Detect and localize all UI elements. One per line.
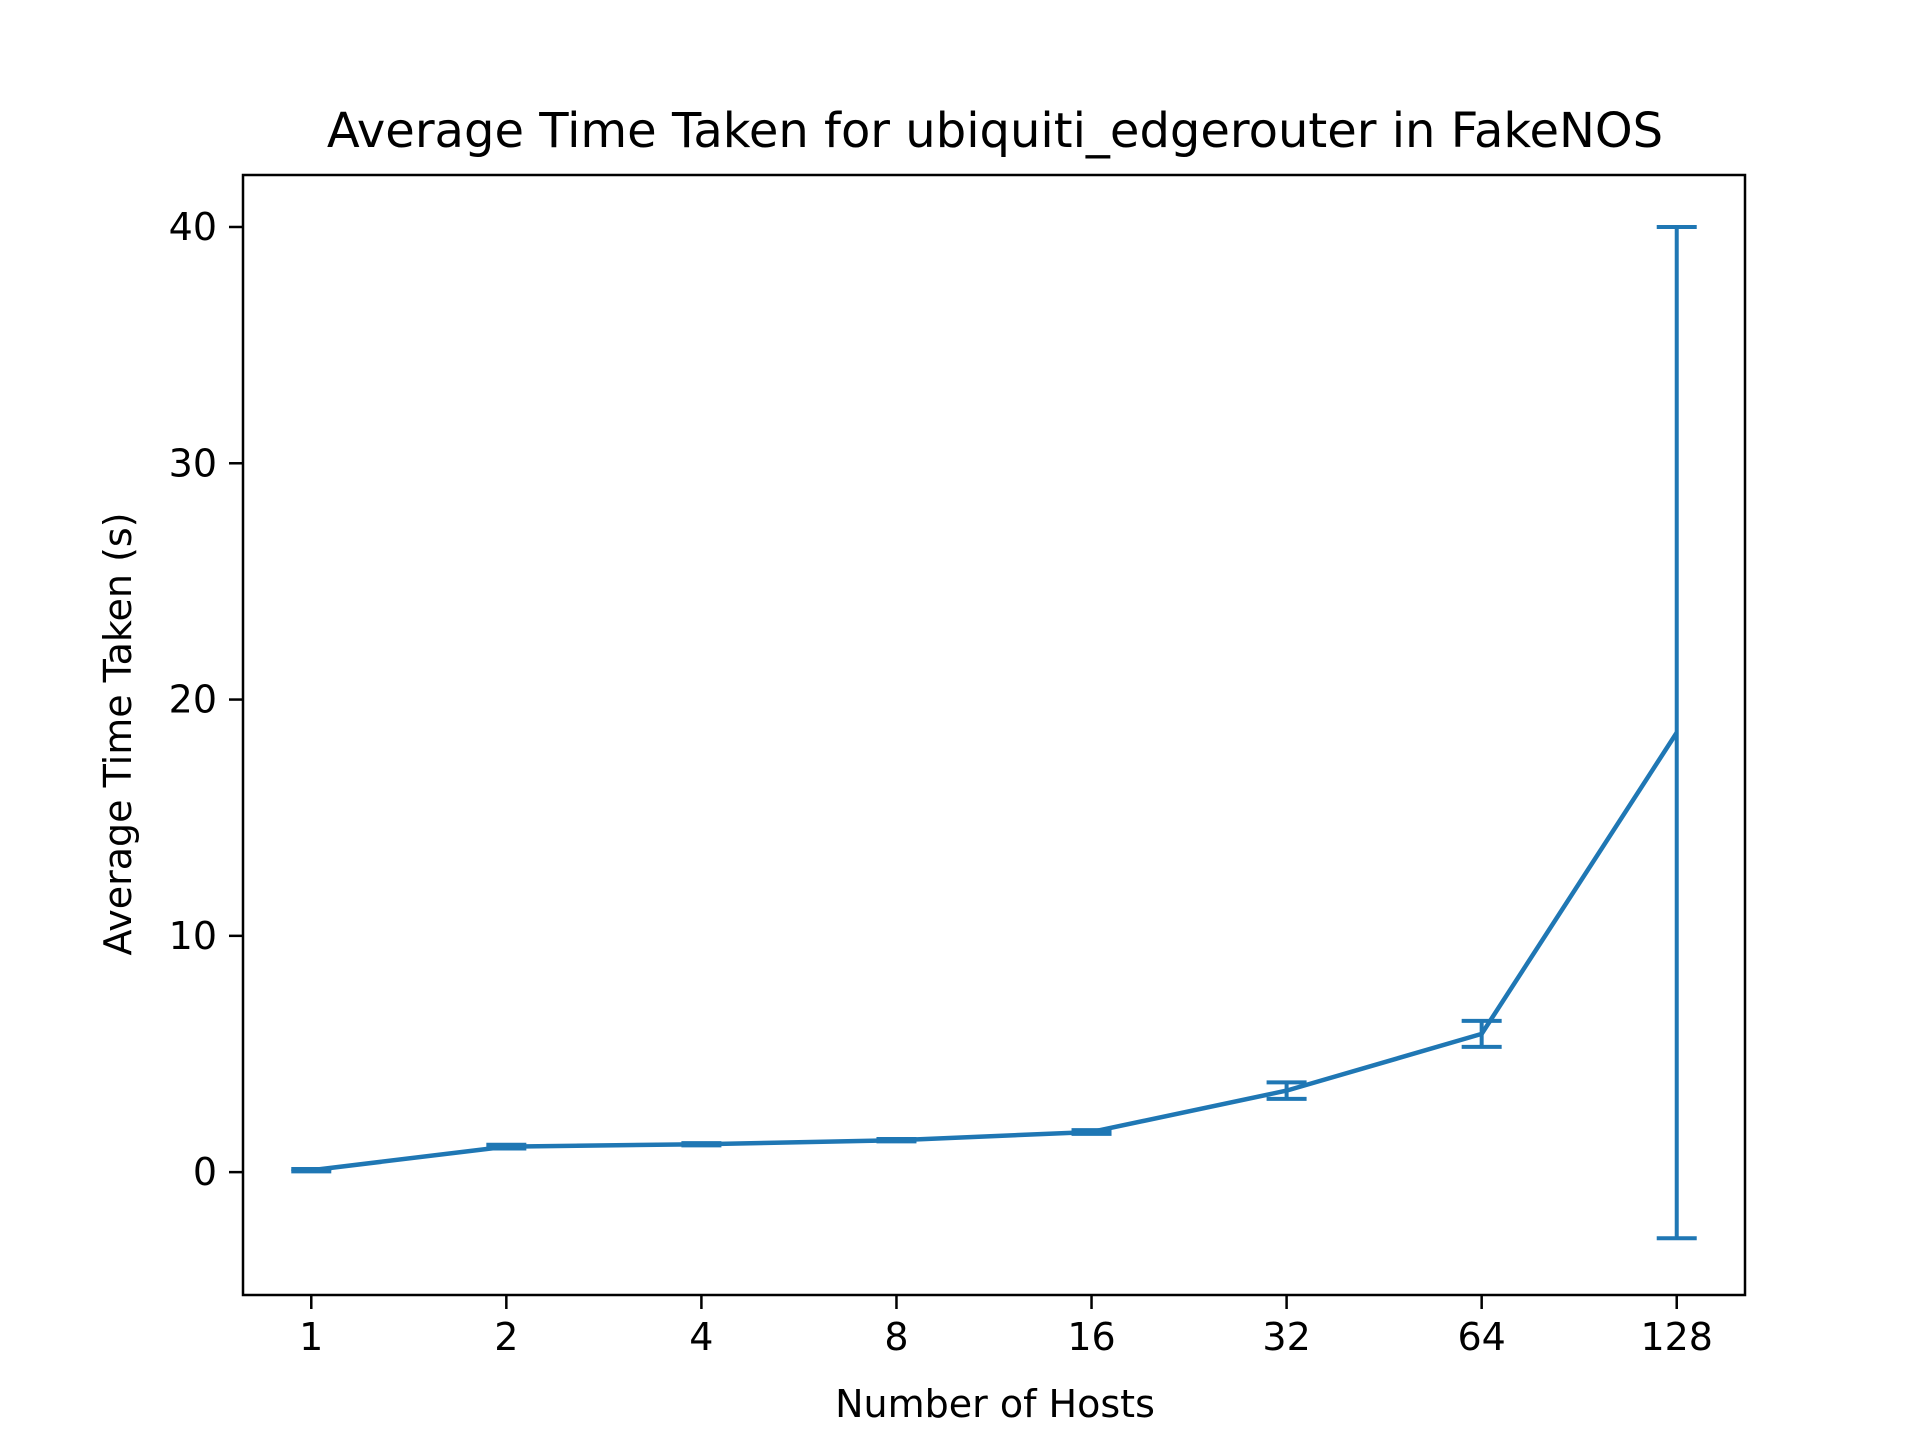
x-axis-label: Number of Hosts [835, 1382, 1155, 1426]
chart-title: Average Time Taken for ubiquiti_edgerout… [327, 103, 1663, 159]
x-tick-label: 16 [1067, 1315, 1115, 1359]
y-tick-label: 40 [169, 205, 217, 249]
y-tick-label: 0 [193, 1150, 217, 1194]
y-tick-label: 10 [169, 914, 217, 958]
plot-area [291, 224, 1697, 1241]
plot-frame [241, 173, 1747, 1297]
y-tick-label: 30 [169, 441, 217, 485]
x-axis: 1 2 4 8 16 32 64 128 [299, 1295, 1713, 1359]
x-tick-label: 2 [494, 1315, 518, 1359]
x-tick-label: 32 [1262, 1315, 1310, 1359]
x-tick-label: 1 [299, 1315, 323, 1359]
series-line [310, 731, 1679, 1173]
y-axis-label: Average Time Taken (s) [96, 512, 140, 955]
x-tick-label: 128 [1640, 1315, 1713, 1359]
x-tick-label: 8 [884, 1315, 908, 1359]
x-tick-label: 64 [1457, 1315, 1505, 1359]
x-tick-label: 4 [689, 1315, 713, 1359]
y-tick-label: 20 [169, 678, 217, 722]
y-axis: 0 10 20 30 40 [169, 205, 243, 1194]
